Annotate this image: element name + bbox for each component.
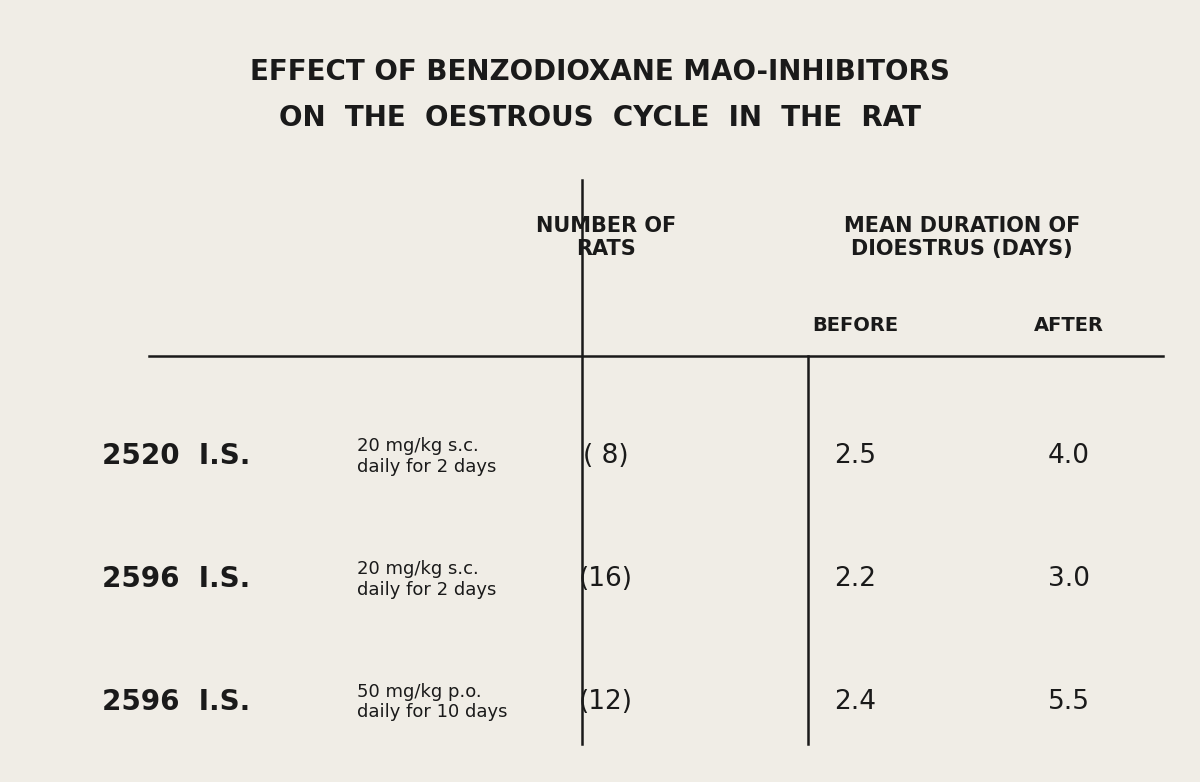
- Text: (12): (12): [578, 689, 632, 715]
- Text: 3.0: 3.0: [1048, 566, 1090, 592]
- Text: 50 mg/kg p.o.
daily for 10 days: 50 mg/kg p.o. daily for 10 days: [356, 683, 508, 722]
- Text: 2596  I.S.: 2596 I.S.: [102, 565, 250, 594]
- Text: 4.0: 4.0: [1048, 443, 1090, 469]
- Text: BEFORE: BEFORE: [812, 316, 898, 335]
- Text: ON  THE  OESTROUS  CYCLE  IN  THE  RAT: ON THE OESTROUS CYCLE IN THE RAT: [278, 104, 922, 132]
- Text: 2520  I.S.: 2520 I.S.: [102, 443, 251, 470]
- Text: ( 8): ( 8): [583, 443, 629, 469]
- Text: NUMBER OF
RATS: NUMBER OF RATS: [536, 216, 676, 259]
- Text: 2.4: 2.4: [834, 689, 876, 715]
- Text: 20 mg/kg s.c.
daily for 2 days: 20 mg/kg s.c. daily for 2 days: [356, 437, 497, 475]
- Text: 2.5: 2.5: [834, 443, 876, 469]
- Text: 2.2: 2.2: [834, 566, 876, 592]
- Text: 2596  I.S.: 2596 I.S.: [102, 688, 250, 716]
- Text: AFTER: AFTER: [1033, 316, 1104, 335]
- Text: (16): (16): [578, 566, 632, 592]
- Text: EFFECT OF BENZODIOXANE MAO-INHIBITORS: EFFECT OF BENZODIOXANE MAO-INHIBITORS: [250, 58, 950, 86]
- Text: 5.5: 5.5: [1048, 689, 1090, 715]
- Text: MEAN DURATION OF
DIOESTRUS (DAYS): MEAN DURATION OF DIOESTRUS (DAYS): [844, 216, 1080, 259]
- Text: 20 mg/kg s.c.
daily for 2 days: 20 mg/kg s.c. daily for 2 days: [356, 560, 497, 598]
